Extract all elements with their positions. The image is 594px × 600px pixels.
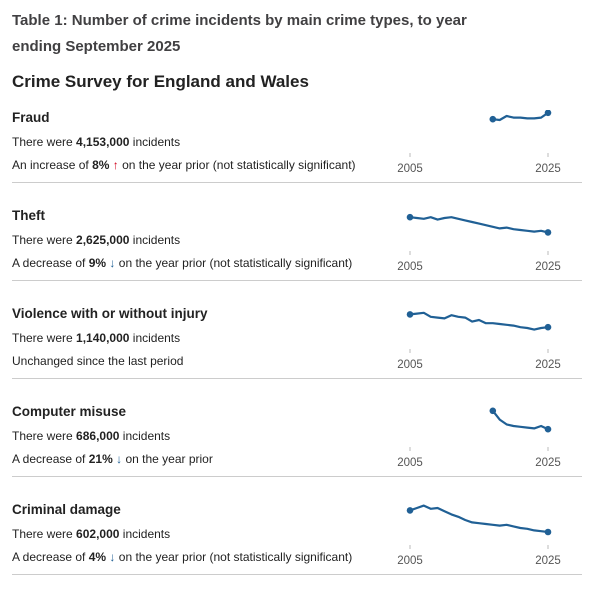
change: 9% — [88, 256, 107, 270]
arrow-down: ↓ — [106, 256, 116, 270]
x-tick-label: 2025 — [535, 457, 561, 469]
arrow-up: ↑ — [109, 158, 119, 172]
section: Fraud There were 4,153,000 incidents An in… — [0, 110, 594, 208]
table-title: Table 1: Number of crime incidents by ma… — [12, 12, 467, 55]
count-line: There were 2,625,000 incidents — [12, 233, 180, 247]
count-prefix: There were — [12, 331, 73, 345]
end-point — [544, 110, 552, 117]
count-suffix: incidents — [132, 233, 181, 247]
section: Computer misuse There were 686,000 incide… — [0, 404, 594, 502]
arrow-down: ↓ — [106, 550, 116, 564]
sparkline: 2005 2025 — [397, 213, 561, 273]
count-line: There were 4,153,000 incidents — [12, 135, 180, 149]
section-title: Violence with or without injury — [12, 306, 208, 321]
sparkline: 2005 2025 — [397, 407, 561, 469]
count: 1,140,000 — [76, 331, 130, 345]
count-prefix: There were — [12, 527, 73, 541]
count-suffix: incidents — [122, 429, 171, 443]
separator — [12, 378, 582, 379]
separator — [12, 182, 582, 183]
change-suffix: on the year prior — [125, 452, 213, 466]
count: 4,153,000 — [76, 135, 130, 149]
section: Theft There were 2,625,000 incidents A dec… — [0, 208, 594, 306]
separator — [12, 476, 582, 477]
change-line: Unchanged since the last period — [12, 354, 183, 368]
count: 686,000 — [76, 429, 120, 443]
count-suffix: incidents — [132, 135, 181, 149]
change-prefix: A decrease of — [12, 550, 86, 564]
end-point — [406, 507, 414, 514]
end-point — [489, 115, 497, 123]
line — [409, 504, 549, 534]
change-line: A decrease of 4% ↓ on the year prior (no… — [12, 550, 352, 564]
section: Criminal damage There were 602,000 incide… — [0, 502, 594, 600]
change-prefix: A decrease of — [12, 452, 86, 466]
change: 8% — [92, 158, 110, 172]
count-prefix: There were — [12, 135, 73, 149]
line — [492, 111, 549, 122]
subtitle: Crime Survey for England and Wales — [12, 72, 309, 91]
x-tick-label: 2025 — [535, 261, 561, 273]
x-tick-label: 2025 — [535, 163, 561, 175]
separator — [12, 574, 582, 575]
count-line: There were 602,000 incidents — [12, 527, 170, 541]
count-prefix: There were — [12, 233, 73, 247]
end-point — [489, 407, 497, 415]
count-suffix: incidents — [132, 331, 181, 345]
end-point — [544, 323, 552, 331]
count: 2,625,000 — [76, 233, 130, 247]
change-prefix: Unchanged since the last period — [12, 354, 184, 368]
change: 4% — [88, 550, 107, 564]
x-tick-label: 2005 — [397, 261, 423, 273]
count-suffix: incidents — [122, 527, 171, 541]
change-prefix: An increase of — [12, 158, 89, 172]
separator — [12, 280, 582, 281]
line — [409, 216, 549, 234]
x-tick-label: 2025 — [535, 555, 561, 567]
change: 21% — [88, 452, 113, 466]
count: 602,000 — [76, 527, 120, 541]
section-title: Computer misuse — [12, 404, 127, 419]
section: Violence with or without injury There wer… — [0, 306, 594, 404]
x-tick-label: 2005 — [397, 457, 423, 469]
line — [409, 311, 549, 331]
x-tick-label: 2005 — [397, 359, 423, 371]
change-suffix: on the year prior (not statistically sig… — [118, 256, 353, 270]
section-title: Criminal damage — [12, 502, 121, 517]
sparkline: 2005 2025 — [397, 110, 561, 175]
x-tick-label: 2025 — [535, 359, 561, 371]
count-line: There were 686,000 incidents — [12, 429, 170, 443]
end-point — [544, 425, 552, 433]
x-tick-label: 2005 — [397, 163, 423, 175]
sparkline: 2005 2025 — [397, 311, 561, 371]
section-title: Fraud — [12, 110, 50, 125]
count-line: There were 1,140,000 incidents — [12, 331, 180, 345]
end-point — [544, 229, 552, 236]
change-line: An increase of 8% ↑ on the year prior (n… — [12, 158, 356, 172]
count-prefix: There were — [12, 429, 73, 443]
section-title: Theft — [12, 208, 45, 223]
change-suffix: on the year prior (not statistically sig… — [118, 550, 353, 564]
end-point — [406, 311, 414, 318]
sparkline: 2005 2025 — [397, 504, 561, 567]
end-point — [406, 213, 414, 221]
change-line: A decrease of 9% ↓ on the year prior (no… — [12, 256, 352, 270]
change-suffix: on the year prior (not statistically sig… — [122, 158, 356, 172]
arrow-down: ↓ — [112, 452, 123, 466]
end-point — [544, 528, 552, 536]
change-prefix: A decrease of — [12, 256, 86, 270]
line — [491, 410, 549, 431]
change-line: A decrease of 21% ↓ on the year prior — [12, 452, 213, 466]
x-tick-label: 2005 — [397, 555, 423, 567]
